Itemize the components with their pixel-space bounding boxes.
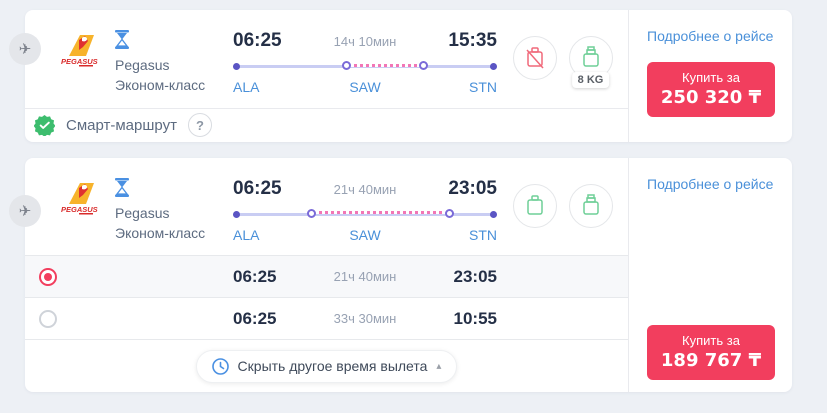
no-carry-on-icon[interactable]	[512, 36, 557, 80]
airline-cell: PEGASUS Pegasus Эконом-класс	[25, 30, 233, 96]
arrival-time: 23:05	[448, 177, 497, 199]
plane-icon: ✈	[9, 194, 41, 227]
layover-segment	[307, 208, 455, 218]
timeline-start-dot	[233, 63, 240, 70]
buy-button[interactable]: Купить за 189 767 ₸	[647, 325, 775, 381]
departure-time: 06:25	[233, 30, 282, 51]
departure-time: 06:25	[233, 177, 282, 199]
layover-airport-code[interactable]: SAW	[349, 226, 381, 243]
smart-route-label: Смарт-маршрут	[66, 116, 177, 134]
buy-button[interactable]: Купить за 250 320 ₸	[647, 62, 775, 117]
arrival-airport-code[interactable]: STN	[469, 226, 497, 243]
route-timeline	[233, 208, 497, 219]
fare-class: Эконом-класс	[115, 77, 206, 94]
layover-end-ring	[419, 61, 429, 70]
buy-button-price: 189 767 ₸	[660, 350, 762, 372]
layover-airport-code[interactable]: SAW	[349, 79, 381, 95]
card-footer: Скрыть другое время вылета ▴	[25, 339, 628, 392]
pegasus-logo: PEGASUS	[61, 182, 98, 215]
collapse-caret-icon: ▴	[436, 360, 442, 372]
timeline-end-dot	[490, 63, 497, 70]
hourglass-icon	[115, 177, 129, 197]
flight-duration: 21ч 40мин	[333, 181, 397, 197]
route-block: 06:25 21ч 40мин 23:05 ALA	[233, 178, 497, 244]
timeline-start-dot	[233, 210, 240, 218]
buy-button-label: Купить за	[682, 333, 740, 349]
timeline-end-dot	[490, 210, 497, 218]
flight-card-1-main: PEGASUS Pegasus Эконом-класс	[25, 10, 628, 142]
option-duration: 21ч 40мин	[333, 269, 397, 285]
smart-route-check-icon	[34, 114, 55, 136]
option-arrival-time: 23:05	[453, 266, 497, 286]
route-timeline	[233, 61, 497, 71]
fare-class: Эконом-класс	[115, 224, 206, 241]
arrival-airport-code[interactable]: STN	[469, 79, 497, 95]
departure-time-option-1[interactable]: 06:25 21ч 40мин 23:05	[25, 255, 628, 298]
flight-card-2: ✈ PEGASUS	[9, 157, 792, 393]
flight-card-1: ✈ PEGASUS	[9, 10, 792, 142]
svg-text:PEGASUS: PEGASUS	[61, 205, 98, 214]
flight-summary-row: PEGASUS Pegasus Эконом-класс	[25, 158, 628, 256]
option-duration: 33ч 30мин	[333, 311, 397, 327]
option-arrival-time: 10:55	[453, 308, 497, 328]
layover-start-ring	[307, 208, 317, 218]
plane-icon: ✈	[9, 33, 41, 65]
flight-details-link[interactable]: Подробнее о рейсе	[647, 28, 774, 44]
option-departure-time: 06:25	[233, 266, 277, 286]
arrival-time: 15:35	[448, 30, 497, 51]
layover-start-ring	[341, 61, 351, 70]
hide-other-times-button[interactable]: Скрыть другое время вылета ▴	[195, 349, 458, 383]
smart-route-help-button[interactable]: ?	[187, 113, 212, 138]
airline-name: Pegasus	[115, 204, 170, 221]
svg-text:PEGASUS: PEGASUS	[61, 57, 98, 66]
carry-on-icon[interactable]	[512, 183, 557, 228]
hourglass-icon	[115, 30, 129, 49]
flight-card-2-actions: Подробнее о рейсе Купить за 189 767 ₸	[628, 157, 792, 393]
baggage-info: 8 KG	[497, 30, 628, 96]
flight-card-1-actions: Подробнее о рейсе Купить за 250 320 ₸	[628, 10, 792, 142]
smart-route-row: Смарт-маршрут ?	[25, 107, 628, 142]
pegasus-logo: PEGASUS	[61, 35, 98, 67]
departure-airport-code[interactable]: ALA	[233, 226, 260, 243]
clock-icon	[211, 357, 229, 375]
layover-segment	[341, 61, 429, 70]
airline-name: Pegasus	[115, 57, 170, 73]
hide-other-times-label: Скрыть другое время вылета	[237, 358, 428, 375]
flight-results-page: ✈ PEGASUS	[9, 10, 792, 393]
baggage-info	[497, 178, 628, 244]
flight-summary-row: PEGASUS Pegasus Эконом-класс	[25, 10, 628, 108]
flight-card-2-main: PEGASUS Pegasus Эконом-класс	[25, 158, 628, 393]
baggage-weight-badge: 8 KG	[571, 72, 610, 88]
layover-end-ring	[445, 208, 455, 218]
airline-cell: PEGASUS Pegasus Эконом-класс	[25, 177, 233, 244]
checked-bag-icon[interactable]: 8 KG	[568, 36, 613, 88]
departure-time-option-2[interactable]: 06:25 33ч 30мин 10:55	[25, 297, 628, 339]
route-block: 06:25 14ч 10мин 15:35 ALA	[233, 30, 497, 96]
flight-details-link[interactable]: Подробнее о рейсе	[647, 175, 774, 192]
option-departure-time: 06:25	[233, 308, 277, 328]
flight-duration: 14ч 10мин	[333, 34, 397, 49]
checked-bag-icon[interactable]	[568, 183, 613, 228]
buy-button-price: 250 320 ₸	[660, 87, 762, 108]
buy-button-label: Купить за	[682, 70, 740, 85]
radio-unselected[interactable]	[39, 309, 57, 328]
radio-selected[interactable]	[39, 267, 57, 286]
departure-airport-code[interactable]: ALA	[233, 79, 260, 95]
